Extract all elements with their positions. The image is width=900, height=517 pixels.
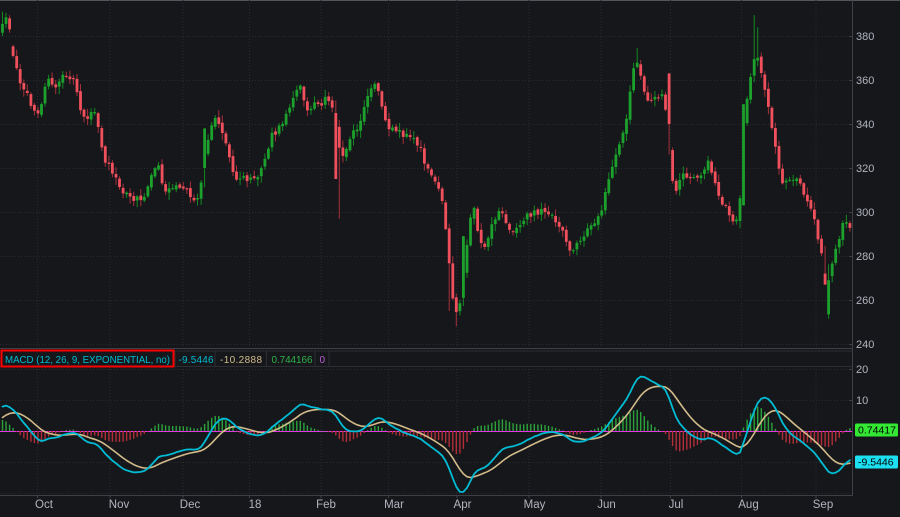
svg-text:Dec: Dec (180, 499, 201, 511)
svg-text:Jul: Jul (669, 499, 684, 511)
svg-text:0.74417: 0.74417 (858, 425, 896, 437)
svg-text:Nov: Nov (109, 499, 130, 511)
svg-text:320: 320 (856, 163, 874, 175)
svg-text:Jun: Jun (597, 499, 616, 511)
svg-text:240: 240 (856, 339, 874, 351)
svg-text:-9.5446: -9.5446 (179, 355, 214, 366)
svg-text:Sep: Sep (813, 499, 833, 511)
svg-text:MACD (12, 26, 9, EXPONENTIAL,: MACD (12, 26, 9, EXPONENTIAL, no) (5, 355, 170, 366)
svg-text:Apr: Apr (454, 499, 472, 511)
svg-text:10: 10 (856, 395, 868, 407)
svg-text:Feb: Feb (316, 499, 336, 511)
svg-text:380: 380 (856, 31, 874, 43)
svg-text:20: 20 (856, 364, 868, 376)
svg-text:May: May (524, 499, 546, 511)
svg-text:260: 260 (856, 295, 874, 307)
svg-text:18: 18 (249, 499, 262, 511)
svg-text:360: 360 (856, 75, 874, 87)
svg-text:-9.5446: -9.5446 (858, 457, 894, 469)
svg-text:340: 340 (856, 119, 874, 131)
svg-text:Mar: Mar (384, 499, 404, 511)
svg-text:280: 280 (856, 251, 874, 263)
svg-text:300: 300 (856, 207, 874, 219)
svg-text:-10.2888: -10.2888 (220, 355, 262, 366)
svg-text:Oct: Oct (35, 499, 54, 511)
svg-text:Aug: Aug (738, 499, 758, 511)
svg-text:0: 0 (320, 355, 326, 366)
svg-text:0.744166: 0.744166 (272, 355, 313, 366)
